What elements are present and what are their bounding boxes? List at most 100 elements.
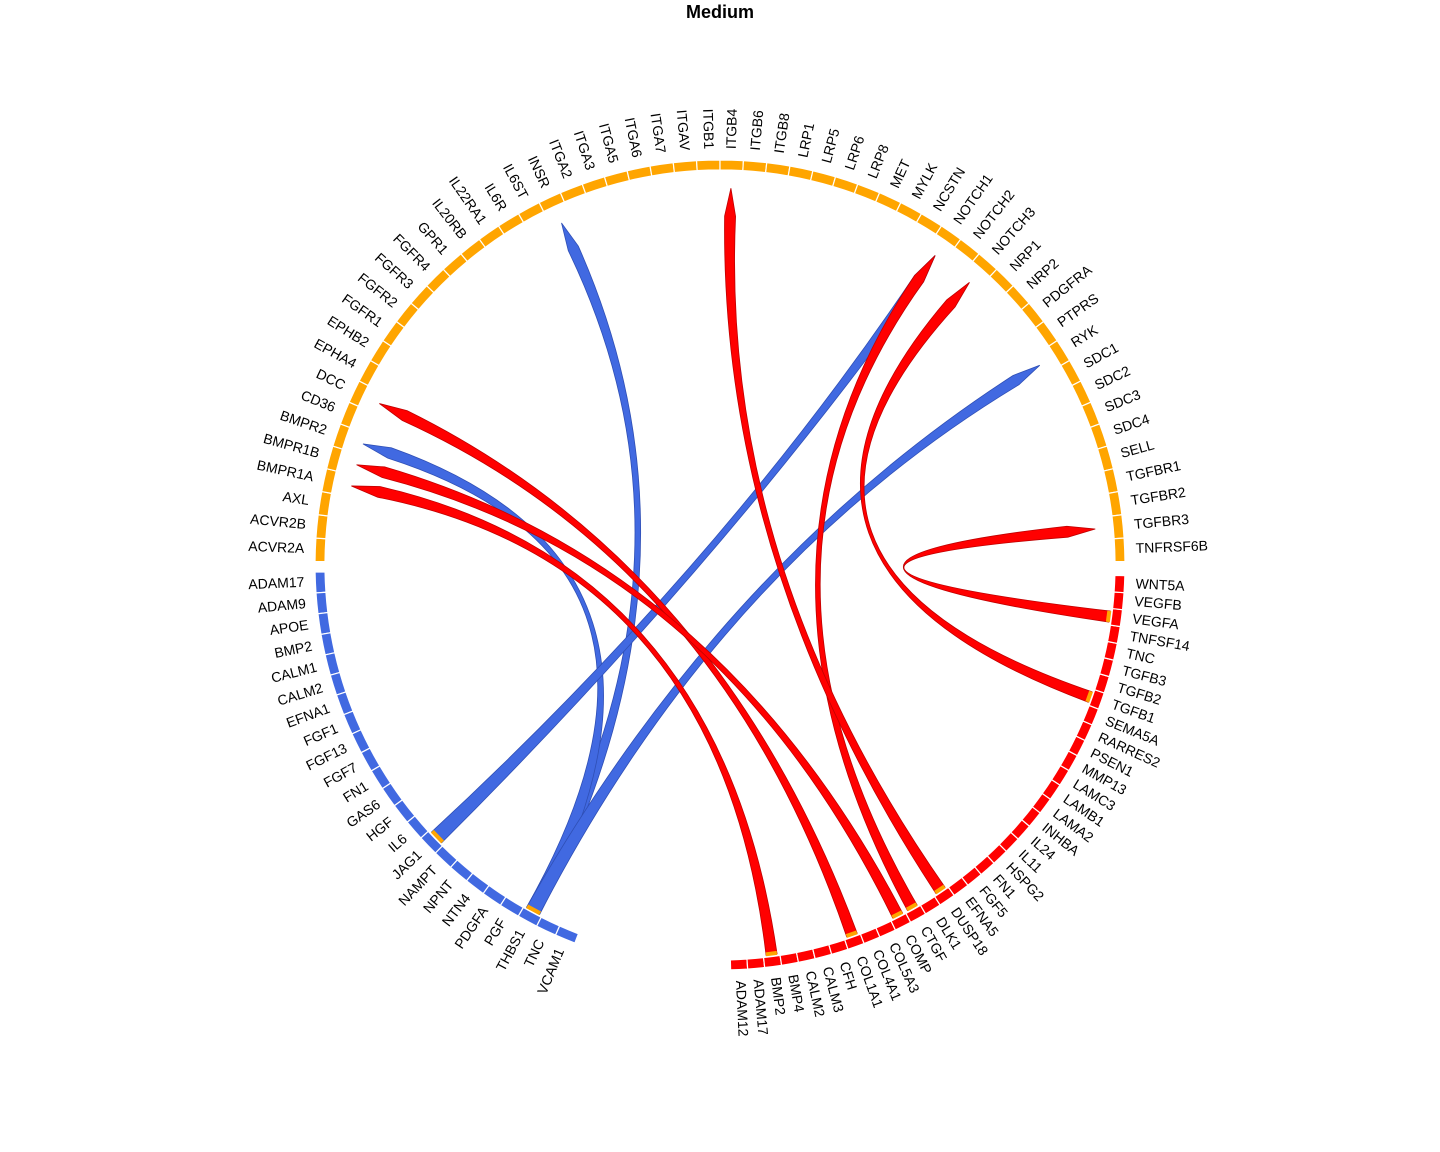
links-layer xyxy=(351,188,1112,957)
label-receptors-il6r: IL6R xyxy=(482,180,511,214)
sector-receptors-itga5 xyxy=(603,170,631,188)
link-end-jag1 xyxy=(430,829,445,844)
label-receptors-itgb8: ITGB8 xyxy=(771,112,793,155)
label-ligands_red-tnc: TNC xyxy=(1125,645,1157,667)
label-receptors-itga3: ITGA3 xyxy=(571,129,599,173)
link-end-comp xyxy=(891,910,904,919)
sector-ligands_red-il24 xyxy=(1009,818,1031,840)
sector-ligands_blue-thbs1 xyxy=(517,906,543,927)
link-comp-bmpr1b xyxy=(356,464,904,919)
sector-receptors-bmpr1a xyxy=(321,467,338,495)
sector-ligands_blue-hgf xyxy=(393,798,416,824)
label-receptors-itga7: ITGA7 xyxy=(648,112,670,155)
sector-ligands_red-tgfb3 xyxy=(1098,657,1115,678)
sector-receptors-cd36 xyxy=(339,401,360,429)
sector-ligands_red-calm2 xyxy=(795,948,816,964)
sector-ligands_red-psen1 xyxy=(1067,735,1086,757)
label-ligands_red-adam12: ADAM12 xyxy=(733,980,752,1037)
sector-receptors-itgb6 xyxy=(742,160,768,174)
label-receptors-sdc3: SDC3 xyxy=(1102,386,1143,415)
link-end-tgfb1 xyxy=(1085,690,1093,703)
label-receptors-tgfbr3: TGFBR3 xyxy=(1133,511,1190,532)
sector-ligands_blue-jag1 xyxy=(420,830,444,854)
link-col1a1-dcc xyxy=(379,403,858,938)
link-thbs1-ryk xyxy=(526,364,1041,915)
sector-receptors-bmpr1b xyxy=(325,445,344,472)
sector-receptors-itgb4 xyxy=(719,159,745,172)
label-ligands_red-wnt5a: WNT5A xyxy=(1135,575,1185,593)
label-receptors-axl: AXL xyxy=(282,488,311,508)
label-receptors-sell: SELL xyxy=(1119,436,1156,461)
sector-ligands_red-rarres2 xyxy=(1075,720,1093,742)
sector-ligands_red-dusp18 xyxy=(933,886,956,906)
sector-ligands_blue-ntn4 xyxy=(465,872,490,895)
sector-receptors-sell xyxy=(1096,445,1115,472)
link-vegfa-tgfbr3 xyxy=(903,525,1111,623)
label-receptors-lrp8: LRP8 xyxy=(864,142,892,181)
label-receptors-tnfrsf6b: TNFRSF6B xyxy=(1135,537,1208,556)
sector-ligands_red-il11 xyxy=(998,831,1020,853)
label-receptors-bmpr1a: BMPR1A xyxy=(256,457,316,485)
sector-ligands_red-lama2 xyxy=(1031,792,1052,814)
sector-receptors-acvr2a xyxy=(314,537,327,563)
sector-ligands_red-lamb1 xyxy=(1041,778,1061,801)
label-ligands_blue-bmp2: BMP2 xyxy=(273,638,314,661)
label-ligands_blue-adam9: ADAM9 xyxy=(257,595,307,616)
sector-ligands_red-calm3 xyxy=(812,943,833,960)
label-ligands_blue-il6: IL6 xyxy=(385,830,410,855)
label-receptors-tgfbr2: TGFBR2 xyxy=(1130,484,1187,508)
sector-receptors-itga3 xyxy=(581,176,609,195)
sector-ligands_blue-calm2 xyxy=(329,671,347,696)
sector-ligands_red-tgfb2 xyxy=(1094,673,1111,694)
sector-receptors-tgfbr2 xyxy=(1107,490,1123,517)
sector-ligands_red-vegfa xyxy=(1109,607,1124,628)
sector-ligands_blue-fn1 xyxy=(370,765,392,790)
label-ligands_blue-tnc: TNC xyxy=(521,937,548,970)
label-receptors-tgfbr1: TGFBR1 xyxy=(1125,457,1183,484)
sector-receptors-acvr2b xyxy=(315,514,329,540)
sector-ligands_blue-bmp2 xyxy=(320,632,336,656)
sector-receptors-tgfbr3 xyxy=(1111,514,1125,540)
sector-receptors-sdc4 xyxy=(1089,423,1108,450)
sector-receptors-tnfrsf6b xyxy=(1113,537,1126,563)
sector-ligands_red-ctgf xyxy=(905,904,927,924)
sector-receptors-lrp8 xyxy=(853,183,881,203)
label-receptors-itga6: ITGA6 xyxy=(622,116,646,159)
sector-receptors-sdc1 xyxy=(1060,359,1082,387)
sector-receptors-met xyxy=(874,191,902,213)
sector-ligands_red-col4a1 xyxy=(859,927,881,945)
sector-ligands_red-adam12 xyxy=(729,958,749,971)
link-end-vegfa xyxy=(1105,610,1112,623)
sector-ligands_blue-il6 xyxy=(406,815,430,839)
label-receptors-met: MET xyxy=(886,156,913,190)
sector-ligands_blue-apoe xyxy=(317,611,332,636)
sector-receptors-lrp5 xyxy=(809,170,837,188)
link-tgfb1-notch3 xyxy=(859,282,1093,703)
sector-ligands_red-tgfb1 xyxy=(1088,689,1106,710)
sector-ligands_red-mmp13 xyxy=(1059,750,1079,772)
sector-ligands_red-tnfsf14 xyxy=(1106,624,1121,645)
sector-receptors-itgb1 xyxy=(695,159,721,172)
segments-layer xyxy=(314,159,1126,971)
label-receptors-itgav: ITGAV xyxy=(674,109,694,152)
sector-ligands_blue-pgf xyxy=(499,896,525,918)
sector-ligands_red-sema5a xyxy=(1082,704,1100,726)
sector-ligands_blue-vcam1 xyxy=(554,925,580,944)
sector-ligands_red-adam17 xyxy=(746,956,766,970)
sector-ligands_blue-adam17 xyxy=(314,571,327,594)
sector-ligands_red-vegfb xyxy=(1111,591,1125,611)
label-receptors-dcc: DCC xyxy=(314,365,348,392)
sector-ligands_red-bmp2 xyxy=(762,954,783,969)
sector-ligands_blue-tnc xyxy=(535,916,561,936)
link-end-ctgf xyxy=(905,902,918,912)
sector-ligands_blue-efna1 xyxy=(335,691,354,716)
label-ligands_red-bmp4: BMP4 xyxy=(785,973,807,1014)
label-ligands_red-adam17: ADAM17 xyxy=(750,979,771,1036)
sector-ligands_blue-fgf13 xyxy=(351,728,371,754)
sector-ligands_blue-calm1 xyxy=(324,651,341,676)
label-receptors-itgb4: ITGB4 xyxy=(723,108,740,149)
sector-ligands_red-fn1 xyxy=(973,854,995,876)
label-receptors-itgb6: ITGB6 xyxy=(747,109,766,151)
sector-ligands_blue-pdgfa xyxy=(482,884,507,907)
